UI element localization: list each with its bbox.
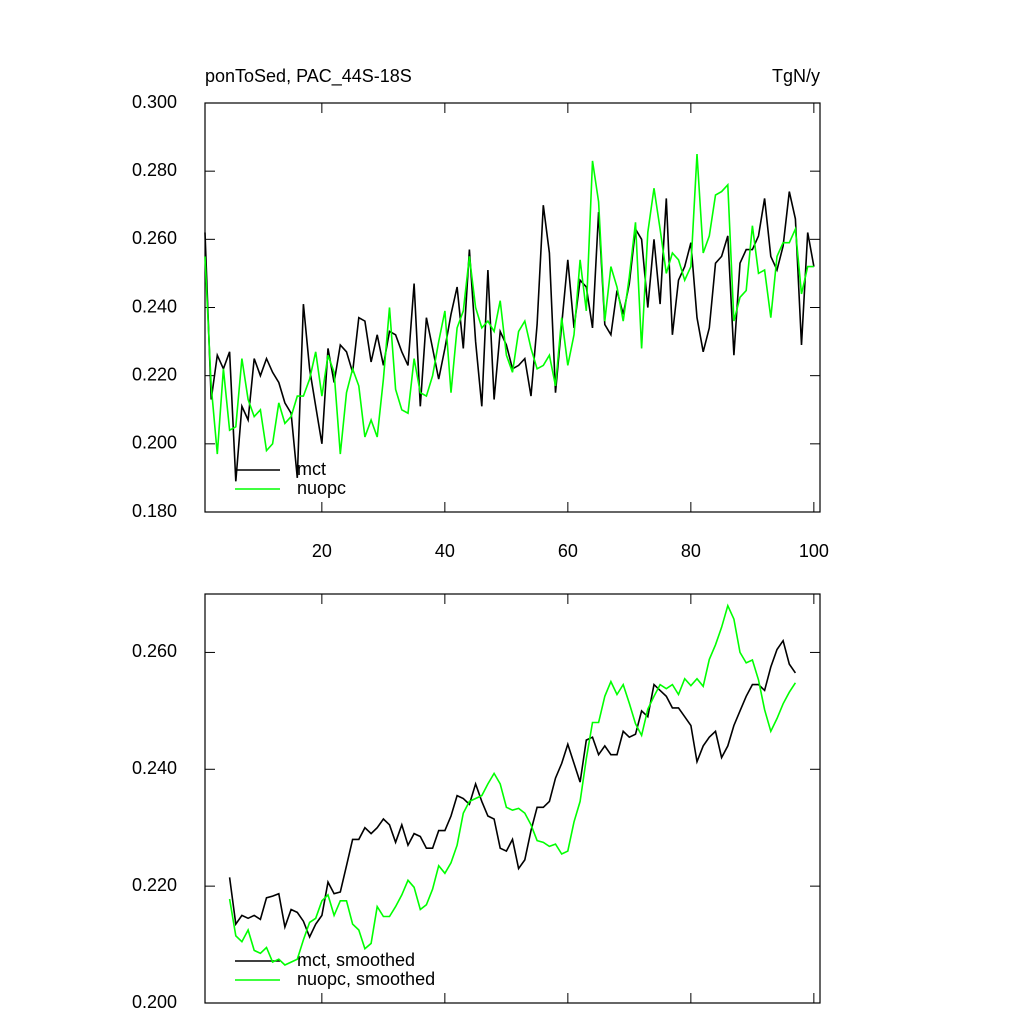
y-tick-label: 0.180 bbox=[132, 501, 177, 521]
x-tick-label: 60 bbox=[558, 541, 578, 561]
plot-frame bbox=[204, 593, 821, 1004]
series-line bbox=[228, 603, 797, 966]
legend-label: nuopc bbox=[297, 478, 346, 498]
y-tick-label: 0.280 bbox=[132, 160, 177, 180]
y-tick-label: 0.300 bbox=[132, 92, 177, 112]
legend-label: mct bbox=[297, 459, 326, 479]
y-tick-label: 0.260 bbox=[132, 228, 177, 248]
x-tick-label: 80 bbox=[681, 541, 701, 561]
y-tick-label: 0.200 bbox=[132, 992, 177, 1012]
legend-label: mct, smoothed bbox=[297, 950, 415, 970]
chart-title: ponToSed, PAC_44S-18S bbox=[205, 66, 412, 87]
series-line bbox=[204, 154, 814, 455]
y-tick-label: 0.240 bbox=[132, 758, 177, 778]
y-tick-label: 0.220 bbox=[132, 364, 177, 384]
units-label: TgN/y bbox=[772, 66, 820, 86]
y-tick-label: 0.260 bbox=[132, 641, 177, 661]
x-tick-label: 20 bbox=[312, 541, 332, 561]
legend-label: nuopc, smoothed bbox=[297, 969, 435, 989]
y-tick-label: 0.240 bbox=[132, 296, 177, 316]
plot-frame bbox=[204, 102, 821, 513]
x-tick-label: 40 bbox=[435, 541, 455, 561]
x-tick-label: 100 bbox=[799, 541, 829, 561]
y-tick-label: 0.200 bbox=[132, 433, 177, 453]
series-line bbox=[204, 191, 815, 482]
series-line bbox=[228, 638, 797, 940]
y-tick-label: 0.220 bbox=[132, 875, 177, 895]
